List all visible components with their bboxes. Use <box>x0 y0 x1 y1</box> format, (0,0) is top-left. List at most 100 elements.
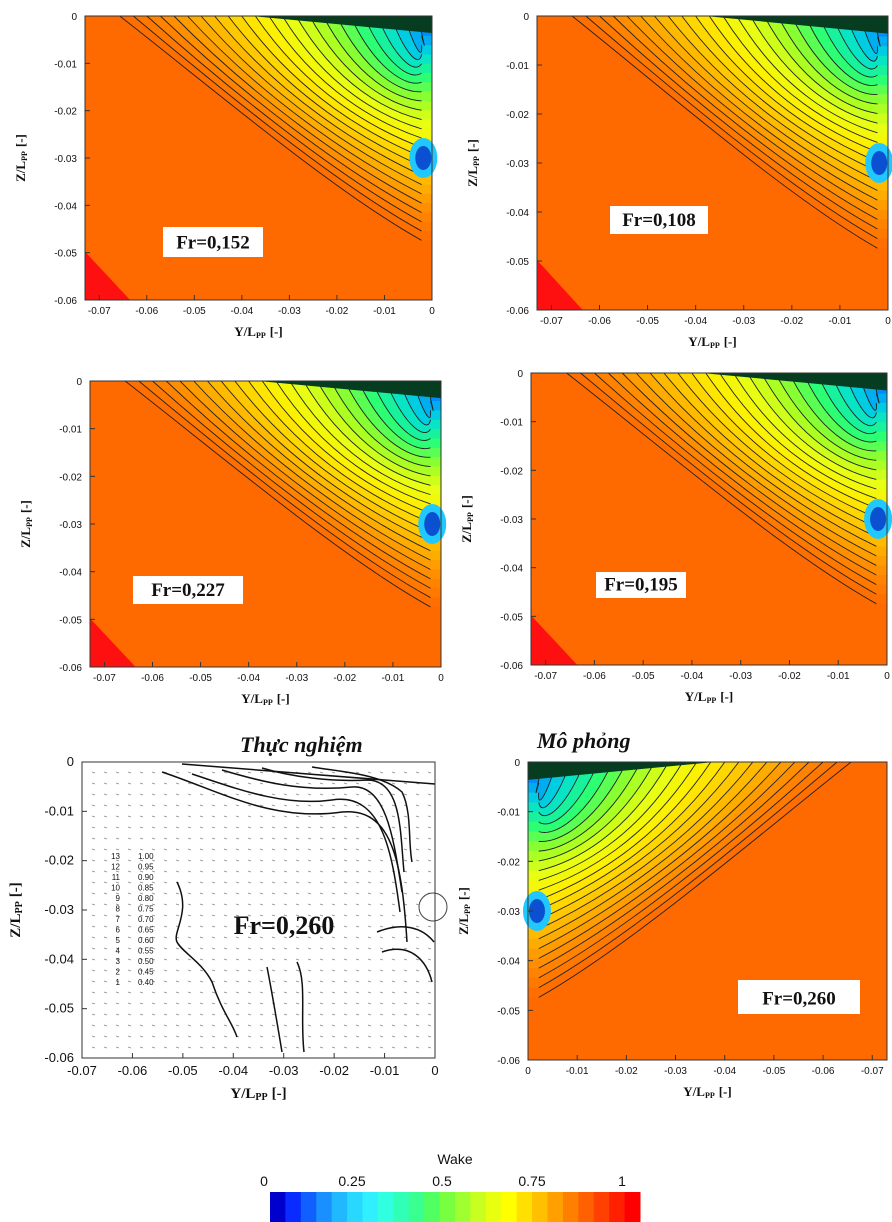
contour-line <box>175 881 238 1038</box>
contour-line <box>282 15 422 130</box>
y-tick-label: -0.03 <box>500 515 523 526</box>
y-tick-label: -0.06 <box>59 663 82 674</box>
x-tick-label: -0.05 <box>183 306 206 317</box>
colorbar-title: Wake <box>437 1151 472 1167</box>
contour-line <box>381 948 433 983</box>
colorbar-cell <box>300 1192 317 1222</box>
x-tick-label: -0.04 <box>237 673 260 684</box>
contour-line <box>538 761 782 950</box>
hull-edge <box>701 373 887 391</box>
y-tick-label: -0.02 <box>500 466 523 477</box>
x-tick-label: -0.01 <box>370 1063 400 1078</box>
y-axis-label: Z/LPP[-] <box>459 495 475 543</box>
colorbar-tick: 0 <box>260 1173 268 1189</box>
contour-line <box>695 15 878 163</box>
fr-label: Fr=0,195 <box>604 575 678 596</box>
legend-level-value: 0.80 <box>138 894 154 903</box>
panel-2: -0.07 -0.06 -0.05 -0.04 -0.03 -0.02 -0.01 0 0 -0.… <box>465 12 892 350</box>
legend-level-id: 3 <box>116 957 121 966</box>
contour-line <box>722 15 878 143</box>
contour-line <box>654 15 878 191</box>
contour-line <box>804 15 878 86</box>
colorbar-cell <box>424 1192 441 1222</box>
wake-core-inner <box>870 507 887 531</box>
plot-panels: -0.07 -0.06 -0.05 -0.04 -0.03 -0.02 -0.01 0 0 -0.… <box>8 12 892 1103</box>
x-tick-label: -0.04 <box>713 1066 736 1077</box>
contour-line <box>160 15 422 213</box>
contour-line <box>708 15 878 153</box>
colorbar-cell <box>455 1192 471 1222</box>
contour-line <box>124 380 431 608</box>
fr-label: Fr=0,260 <box>234 911 335 940</box>
x-tick-label: 0 <box>885 316 891 327</box>
x-tick-label: 0 <box>438 673 444 684</box>
legend-level-id: 7 <box>116 915 121 924</box>
x-tick-label: -0.02 <box>780 316 803 327</box>
contour-line <box>733 372 877 490</box>
contour-line <box>802 372 877 443</box>
colorbar-tick: 0.5 <box>432 1173 452 1189</box>
colorbar-tick: 0.25 <box>338 1173 365 1189</box>
colorbar-cell <box>547 1192 564 1222</box>
colorbar-cell <box>578 1192 595 1222</box>
y-tick-label: -0.03 <box>497 907 520 918</box>
x-tick-label: -0.02 <box>615 1066 638 1077</box>
legend-level-id: 13 <box>111 852 120 861</box>
legend-level-value: 0.95 <box>138 863 154 872</box>
contour-line <box>538 761 852 998</box>
contour-line <box>538 761 824 979</box>
legend-level-value: 0.55 <box>138 947 154 956</box>
fr-label-box <box>610 206 708 234</box>
x-tick-label: -0.03 <box>269 1063 299 1078</box>
x-tick-label: -0.03 <box>278 306 301 317</box>
legend-level-value: 0.75 <box>138 905 154 914</box>
contour-line <box>371 380 431 441</box>
contour-line <box>580 372 877 595</box>
x-tick-label: 0 <box>429 306 435 317</box>
colorbar-cell <box>562 1192 579 1222</box>
x-tick-label: -0.05 <box>632 671 655 682</box>
y-tick-label: 0 <box>514 758 520 769</box>
hull-edge <box>528 762 715 780</box>
x-tick-label: -0.01 <box>382 673 405 684</box>
y-tick-label: -0.05 <box>497 1006 520 1017</box>
x-tick-label: -0.07 <box>861 1066 884 1077</box>
x-axis-label: Y/LPP [-] <box>234 324 282 340</box>
contour-line <box>146 15 422 223</box>
contour-line <box>254 15 422 148</box>
y-axis-label: Z/LPP[-] <box>13 134 29 182</box>
colorbar-cell <box>532 1192 548 1222</box>
y-tick-label: -0.06 <box>44 1050 74 1065</box>
contour-line <box>538 761 613 833</box>
plot-background <box>82 762 435 1058</box>
contour-line <box>788 372 877 452</box>
contour-line <box>296 961 305 1053</box>
x-tick-label: 0 <box>431 1063 438 1078</box>
contour-line <box>165 380 431 580</box>
contour-line <box>311 766 413 863</box>
hull-edge <box>251 16 432 34</box>
colorbar-cell <box>485 1192 502 1222</box>
y-tick-label: -0.06 <box>500 661 523 672</box>
x-tick-label: -0.01 <box>827 671 850 682</box>
y-tick-label: 0 <box>76 377 82 388</box>
legend-level-id: 11 <box>112 873 121 882</box>
y-tick-label: -0.06 <box>506 306 529 317</box>
y-tick-label: -0.06 <box>497 1056 520 1067</box>
panel-4: -0.07 -0.06 -0.05 -0.04 -0.03 -0.02 -0.01 0 0 -0.… <box>459 369 892 705</box>
y-tick-label: 0 <box>523 12 529 23</box>
y-tick-label: -0.03 <box>506 159 529 170</box>
contour-line <box>538 761 726 911</box>
y-tick-label: -0.05 <box>54 249 77 260</box>
contour-line <box>538 761 740 920</box>
contour-line <box>538 761 656 862</box>
y-tick-label: -0.02 <box>506 110 529 121</box>
contour-line <box>640 15 878 201</box>
legend-level-value: 1.00 <box>138 852 154 861</box>
contour-line <box>608 372 877 576</box>
legend-level-value: 0.45 <box>138 968 154 977</box>
colorbar-cell <box>362 1192 379 1222</box>
fr-label-box <box>738 980 860 1014</box>
hull-edge <box>258 381 441 399</box>
colorbar-cell <box>285 1192 302 1222</box>
